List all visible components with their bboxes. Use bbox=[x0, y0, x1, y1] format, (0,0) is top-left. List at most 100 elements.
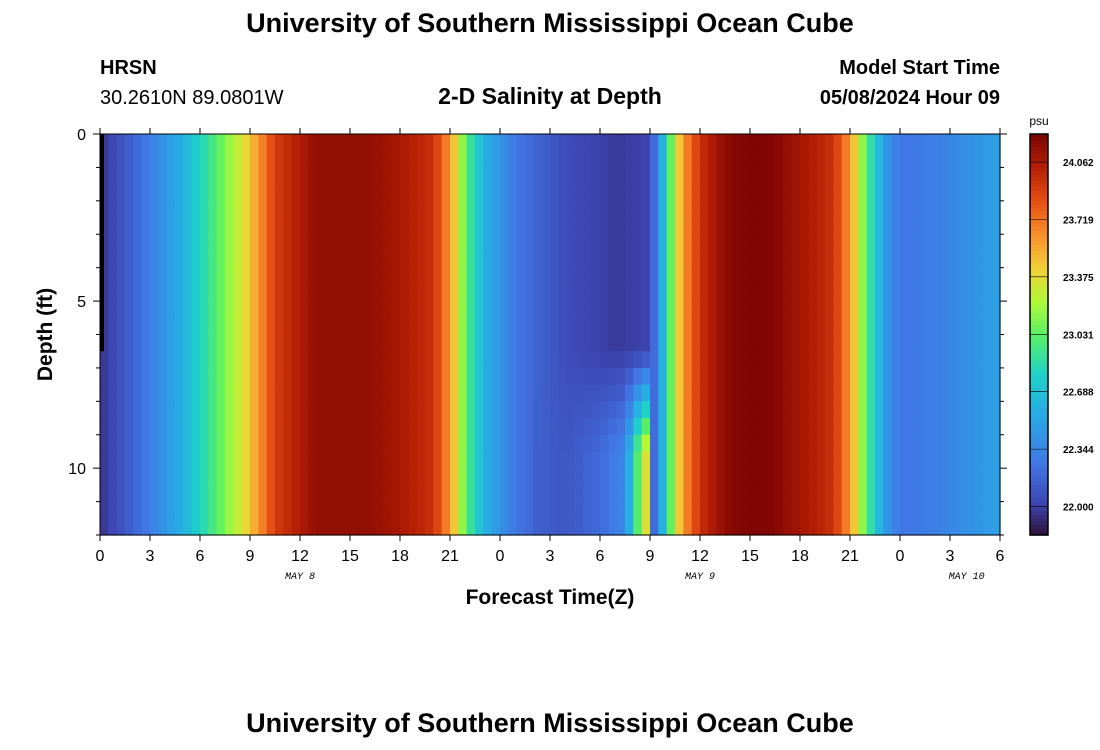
heatmap-cell bbox=[133, 167, 143, 185]
heatmap-cell bbox=[225, 267, 234, 285]
heatmap-cell bbox=[525, 200, 534, 219]
heatmap-cell bbox=[800, 501, 809, 519]
heatmap-cell bbox=[850, 167, 859, 185]
heatmap-cell bbox=[358, 484, 368, 503]
heatmap-cell bbox=[208, 134, 218, 152]
heatmap-cell bbox=[116, 351, 126, 369]
page-title: University of Southern Mississippi Ocean… bbox=[246, 8, 854, 38]
heatmap-cell bbox=[458, 317, 468, 336]
heatmap-cell bbox=[633, 250, 643, 269]
heatmap-cell bbox=[758, 434, 768, 453]
colorbar-segment bbox=[1030, 134, 1048, 138]
heatmap-cell bbox=[733, 167, 743, 185]
heatmap-cell bbox=[600, 484, 609, 503]
heatmap-cell bbox=[450, 501, 459, 519]
heatmap-cell bbox=[308, 484, 318, 503]
heatmap-cell bbox=[800, 200, 809, 219]
heatmap-cell bbox=[408, 267, 418, 285]
heatmap-cell bbox=[241, 200, 251, 219]
heatmap-cell bbox=[150, 484, 159, 503]
heatmap-cell bbox=[708, 468, 718, 486]
heatmap-cell bbox=[283, 401, 293, 419]
heatmap-cell bbox=[625, 484, 634, 503]
heatmap-cell bbox=[866, 200, 876, 219]
x-tick-label: 6 bbox=[996, 548, 1005, 565]
heatmap-cell bbox=[650, 518, 659, 536]
heatmap-cell bbox=[516, 167, 526, 185]
heatmap-cell bbox=[841, 150, 851, 169]
heatmap-cell bbox=[400, 200, 409, 219]
heatmap-cell bbox=[491, 150, 501, 169]
heatmap-cell bbox=[216, 267, 226, 285]
heatmap-cell bbox=[441, 250, 451, 269]
heatmap-cell bbox=[808, 234, 818, 252]
heatmap-cell bbox=[500, 451, 509, 469]
heatmap-cell bbox=[408, 418, 418, 436]
heatmap-cell bbox=[641, 284, 651, 302]
heatmap-cell bbox=[258, 451, 268, 469]
heatmap-cell bbox=[500, 284, 509, 302]
heatmap-cell bbox=[616, 234, 626, 252]
heatmap-cell bbox=[600, 301, 609, 319]
heatmap-cell bbox=[250, 418, 259, 436]
heatmap-cell bbox=[166, 434, 176, 453]
heatmap-cell bbox=[491, 501, 501, 519]
heatmap-cell bbox=[925, 351, 934, 369]
heatmap-cell bbox=[233, 401, 243, 419]
heatmap-cell bbox=[966, 150, 976, 169]
heatmap-cell bbox=[541, 317, 551, 336]
heatmap-cell bbox=[666, 334, 676, 352]
heatmap-cell bbox=[583, 484, 593, 503]
heatmap-cell bbox=[533, 401, 543, 419]
heatmap-cell bbox=[250, 434, 259, 453]
heatmap-cell bbox=[200, 284, 209, 302]
heatmap-cell bbox=[958, 267, 968, 285]
heatmap-cell bbox=[208, 301, 218, 319]
heatmap-cell bbox=[833, 418, 843, 436]
heatmap-cell bbox=[666, 401, 676, 419]
heatmap-cell bbox=[641, 267, 651, 285]
colorbar-segment bbox=[1030, 297, 1048, 302]
heatmap-cell bbox=[241, 234, 251, 252]
heatmap-cell bbox=[375, 267, 384, 285]
heatmap-cell bbox=[158, 401, 168, 419]
heatmap-cell bbox=[125, 150, 134, 169]
heatmap-cell bbox=[991, 134, 1001, 152]
heatmap-cell bbox=[216, 234, 226, 252]
colorbar-segment bbox=[1030, 214, 1048, 219]
heatmap-cell bbox=[783, 134, 793, 152]
heatmap-cell bbox=[933, 518, 943, 536]
heatmap-cell bbox=[358, 234, 368, 252]
colorbar-segment bbox=[1030, 277, 1048, 282]
heatmap-cell bbox=[425, 217, 434, 235]
heatmap-cell bbox=[541, 267, 551, 285]
heatmap-cell bbox=[166, 501, 176, 519]
heatmap-cell bbox=[683, 518, 693, 536]
heatmap-cell bbox=[108, 200, 118, 219]
heatmap-cell bbox=[350, 501, 359, 519]
heatmap-cell bbox=[675, 484, 684, 503]
heatmap-cell bbox=[125, 384, 134, 402]
heatmap-cell bbox=[425, 200, 434, 219]
heatmap-cell bbox=[441, 401, 451, 419]
heatmap-cell bbox=[191, 434, 201, 453]
heatmap-cell bbox=[758, 250, 768, 269]
heatmap-cell bbox=[100, 451, 109, 469]
heatmap-cell bbox=[258, 134, 268, 152]
heatmap-cell bbox=[966, 501, 976, 519]
heatmap-cell bbox=[808, 484, 818, 503]
heatmap-cell bbox=[900, 317, 909, 336]
heatmap-cell bbox=[466, 150, 476, 169]
heatmap-cell bbox=[475, 401, 484, 419]
heatmap-cell bbox=[175, 134, 184, 152]
heatmap-cell bbox=[558, 150, 568, 169]
heatmap-cell bbox=[333, 367, 343, 386]
heatmap-cell bbox=[791, 518, 801, 536]
heatmap-cell bbox=[450, 301, 459, 319]
heatmap-cell bbox=[183, 134, 193, 152]
heatmap-cell bbox=[683, 150, 693, 169]
heatmap-cell bbox=[225, 150, 234, 169]
heatmap-cell bbox=[816, 200, 826, 219]
heatmap-cell bbox=[441, 518, 451, 536]
heatmap-cell bbox=[566, 384, 576, 402]
